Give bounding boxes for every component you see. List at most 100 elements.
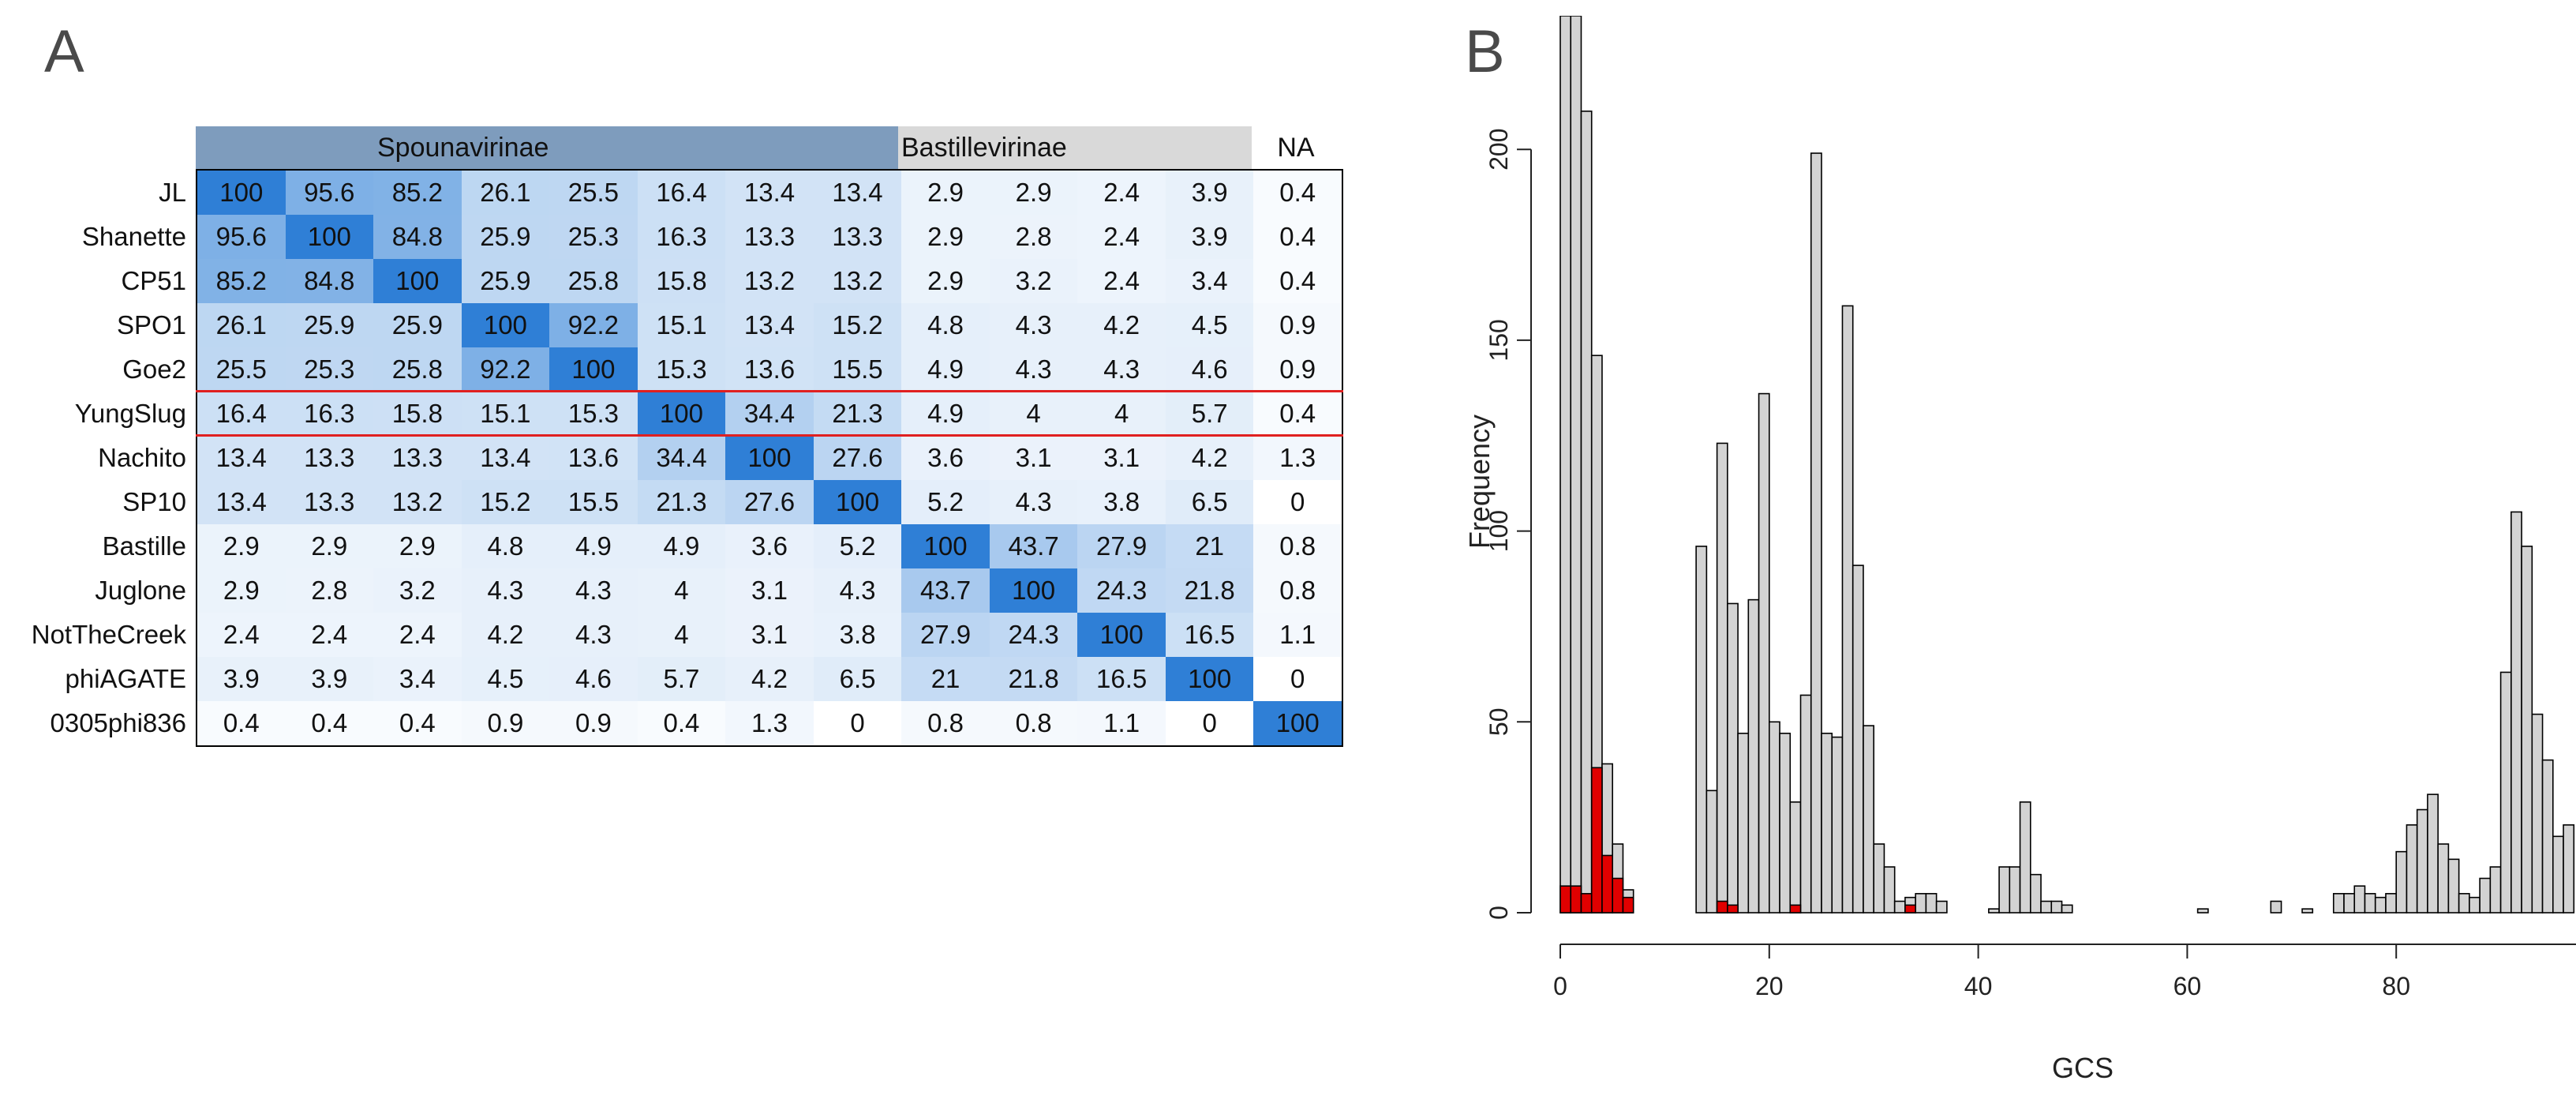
- heatmap-cell: 15.2: [461, 480, 550, 524]
- histogram-bar-all: [2270, 900, 2282, 914]
- histogram-bar-all: [1873, 843, 1885, 914]
- histogram-bars-all: [1559, 16, 2575, 914]
- histogram-bar-all: [1831, 736, 1844, 914]
- heatmap-cell: 13.3: [285, 436, 374, 480]
- heatmap-cell: 0.8: [1253, 568, 1342, 613]
- histogram-bar-all: [1789, 801, 1802, 914]
- histogram-bar-all: [1863, 725, 1875, 914]
- heatmap-cell: 3.1: [989, 436, 1078, 480]
- heatmap-cell: 100: [1077, 613, 1166, 657]
- heatmap-cell: 16.3: [285, 392, 374, 436]
- histogram-bar-highlighted: [1559, 885, 1572, 914]
- heatmap-cell: 15.8: [637, 259, 726, 303]
- heatmap-cell: 15.2: [813, 303, 902, 347]
- heatmap-cell: 100: [637, 392, 726, 436]
- histogram-bar-all: [1727, 602, 1739, 914]
- heatmap-cell: 3.8: [813, 613, 902, 657]
- histogram-bar-highlighted: [1904, 904, 1916, 914]
- heatmap-cell: 2.8: [989, 215, 1078, 259]
- heatmap-cell: 1.1: [1077, 701, 1166, 745]
- x-tick-label: 20: [1755, 972, 1784, 1000]
- heatmap-cell: 4.3: [989, 480, 1078, 524]
- heatmap-cell: 2.9: [989, 171, 1078, 215]
- heatmap-cell: 0: [1165, 701, 1254, 745]
- heatmap-cell: 13.4: [725, 303, 814, 347]
- histogram-bar-all: [1915, 893, 1927, 914]
- heatmap-cell: 85.2: [197, 259, 286, 303]
- heatmap-cell: 4.2: [1165, 436, 1254, 480]
- histogram-bar-all: [1810, 152, 1822, 914]
- heatmap-cell: 4.3: [813, 568, 902, 613]
- heatmap-cell: 0.9: [1253, 347, 1342, 392]
- cluster-separator-top: [196, 390, 1343, 392]
- histogram-bar-highlighted: [1601, 854, 1614, 914]
- heatmap-cell: 27.9: [1077, 524, 1166, 568]
- heatmap-cell: 25.8: [373, 347, 462, 392]
- histogram-bar-all: [2406, 824, 2418, 914]
- heatmap-cell: 16.3: [637, 215, 726, 259]
- heatmap-cell: 13.2: [725, 259, 814, 303]
- group-header-na: NA: [1252, 126, 1340, 169]
- histogram-bar-all: [2427, 793, 2439, 914]
- heatmap-cell: 100: [461, 303, 550, 347]
- heatmap-cell: 4.8: [901, 303, 990, 347]
- group-header-spounavirinae: Spounavirinae: [196, 126, 898, 169]
- cluster-separator-bottom: [196, 434, 1343, 437]
- histogram-bar-all: [1570, 16, 1582, 914]
- heatmap-cell: 4: [637, 613, 726, 657]
- heatmap-cell: 84.8: [285, 259, 374, 303]
- heatmap-cell: 21.3: [813, 392, 902, 436]
- heatmap-cell: 25.5: [197, 347, 286, 392]
- heatmap-cell: 3.9: [1165, 215, 1254, 259]
- histogram-bar-highlighted: [1590, 767, 1603, 914]
- row-label: NotTheCreek: [31, 620, 186, 649]
- heatmap-cell: 100: [989, 568, 1078, 613]
- heatmap-cell: 15.5: [549, 480, 638, 524]
- heatmap-cell: 5.7: [1165, 392, 1254, 436]
- heatmap-cell: 27.6: [813, 436, 902, 480]
- heatmap-cell: 25.3: [285, 347, 374, 392]
- heatmap-cell: 2.4: [285, 613, 374, 657]
- heatmap-cell: 100: [725, 436, 814, 480]
- heatmap-cell: 0: [1253, 480, 1342, 524]
- histogram-bar-all: [1998, 866, 2011, 914]
- heatmap-cell: 3.9: [285, 657, 374, 701]
- heatmap-cell: 3.6: [725, 524, 814, 568]
- histogram-bar-all: [1883, 866, 1896, 914]
- histogram-bar-all: [2489, 866, 2502, 914]
- heatmap-cell: 92.2: [549, 303, 638, 347]
- heatmap-cell: 100: [901, 524, 990, 568]
- heatmap-cell: 2.9: [901, 171, 990, 215]
- heatmap-cell: 2.8: [285, 568, 374, 613]
- histogram-bar-all: [2395, 850, 2408, 914]
- heatmap-cell: 4: [637, 568, 726, 613]
- heatmap-cell: 13.3: [373, 436, 462, 480]
- heatmap-cell: 4.8: [461, 524, 550, 568]
- heatmap-cell: 27.6: [725, 480, 814, 524]
- heatmap-cell: 15.1: [461, 392, 550, 436]
- heatmap-cell: 5.2: [813, 524, 902, 568]
- histogram-axes: 050100150200020406080100: [1485, 128, 2576, 1000]
- heatmap-cell: 2.4: [1077, 215, 1166, 259]
- x-tick-label: 40: [1964, 972, 1993, 1000]
- heatmap-cell: 3.4: [373, 657, 462, 701]
- heatmap-cell: 15.3: [549, 392, 638, 436]
- heatmap-cell: 95.6: [197, 215, 286, 259]
- heatmap-cell: 4.9: [901, 347, 990, 392]
- heatmap-cell: 13.4: [197, 480, 286, 524]
- heatmap-cell: 2.9: [197, 524, 286, 568]
- histogram-bar-all: [2374, 896, 2387, 914]
- histogram-bar-all: [1559, 16, 1572, 914]
- heatmap-cell: 1.1: [1253, 613, 1342, 657]
- x-axis-label: GCS: [2052, 1052, 2114, 1084]
- histogram-bar-all: [2563, 824, 2575, 914]
- heatmap-cell: 0.9: [549, 701, 638, 745]
- heatmap-cell: 85.2: [373, 171, 462, 215]
- y-tick-label: 200: [1485, 128, 1513, 170]
- histogram-bar-highlighted: [1727, 904, 1739, 914]
- histogram-bar-highlighted: [1789, 904, 1802, 914]
- heatmap-cell: 3.2: [373, 568, 462, 613]
- heatmap-cell: 13.6: [725, 347, 814, 392]
- heatmap-cell: 2.9: [197, 568, 286, 613]
- heatmap-cell: 0.8: [989, 701, 1078, 745]
